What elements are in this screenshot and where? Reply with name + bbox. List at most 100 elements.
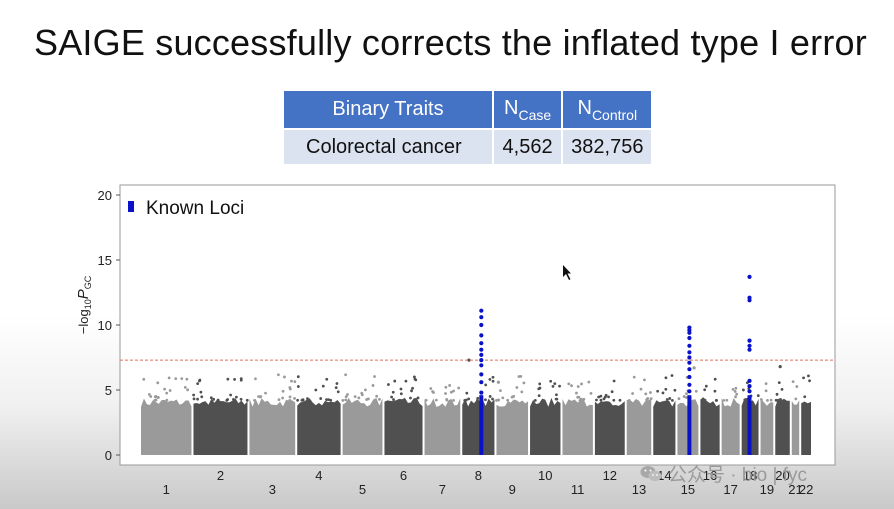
chromosome-cloud (141, 398, 192, 455)
x-tick-label: 22 (799, 482, 813, 497)
snp-point (257, 395, 260, 398)
known-locus-point (687, 382, 692, 387)
snp-point (733, 390, 737, 393)
snp-point (668, 397, 672, 400)
snp-point (156, 396, 160, 399)
snp-point (612, 398, 616, 402)
table-header-row: Binary Traits NCase NControl (284, 91, 652, 128)
snp-point (808, 379, 811, 383)
snp-point (735, 392, 739, 396)
chromosome-3 (249, 373, 297, 455)
snp-point (391, 390, 395, 394)
snp-point (538, 382, 542, 386)
header-n-control: NControl (563, 91, 652, 128)
header-label: N (577, 96, 592, 119)
snp-point (444, 392, 447, 395)
snp-point (664, 376, 668, 380)
snp-point (649, 397, 653, 401)
snp-point (192, 393, 196, 397)
snp-point (766, 398, 769, 402)
chromosome-cloud (297, 398, 341, 455)
chromosome-6 (384, 375, 423, 455)
snp-point (656, 389, 660, 393)
x-tick-label: 9 (509, 482, 516, 497)
snp-point (803, 395, 807, 399)
chromosome-2 (192, 377, 249, 455)
x-tick-label: 11 (571, 482, 585, 497)
known-locus-point (687, 343, 692, 348)
snp-point (281, 389, 285, 393)
known-locus-point (479, 315, 484, 320)
snp-point (610, 390, 614, 394)
chromosome-21 (791, 380, 800, 455)
snp-point (741, 388, 745, 392)
chromosome-8 (462, 375, 495, 455)
chromosome-cloud (424, 398, 461, 455)
snp-point (488, 395, 492, 398)
known-locus-point (479, 358, 484, 363)
known-locus-point (747, 389, 752, 394)
snp-point (644, 392, 648, 396)
chromosome-4 (296, 375, 341, 455)
snp-point (791, 380, 795, 384)
snp-point (346, 393, 349, 396)
known-locus-point (687, 350, 692, 355)
snp-point (476, 396, 480, 400)
snp-point (180, 377, 184, 381)
x-tick-label: 16 (703, 468, 717, 483)
chromosome-cloud (249, 398, 296, 455)
header-n-case: NCase (494, 91, 562, 128)
snp-point (756, 394, 760, 397)
chromosome-10 (530, 379, 561, 455)
snp-point (233, 377, 236, 381)
snp-point (416, 396, 420, 400)
x-tick-label: 3 (269, 482, 276, 497)
peak-point (467, 358, 471, 362)
x-tick-label: 15 (681, 482, 695, 497)
known-locus-point (687, 374, 692, 380)
snp-point (597, 395, 601, 399)
snp-point (153, 398, 157, 402)
chromosome-cloud (760, 397, 774, 455)
snp-point (774, 398, 778, 402)
snp-point (378, 397, 381, 401)
snp-point (661, 391, 665, 395)
snp-point (341, 398, 345, 402)
snp-point (153, 395, 157, 399)
known-locus-point (687, 389, 692, 394)
chromosome-cloud (791, 400, 800, 455)
snp-point (409, 396, 412, 400)
cell-n-control: 382,756 (563, 130, 652, 164)
snp-point (445, 398, 449, 401)
snp-point (174, 377, 178, 380)
snp-point (329, 398, 333, 402)
snp-point (499, 389, 502, 393)
snp-point (216, 398, 220, 402)
snp-point (306, 397, 309, 401)
snp-point (491, 397, 494, 401)
header-binary-traits: Binary Traits (284, 91, 492, 128)
chromosome-13 (626, 375, 653, 455)
snp-point (254, 377, 257, 381)
snp-point (576, 395, 580, 399)
snp-point (366, 397, 370, 401)
chromosome-16 (700, 377, 720, 455)
snp-point (777, 381, 781, 385)
snp-point (444, 385, 448, 389)
chromosome-cloud (462, 398, 495, 455)
snp-point (288, 386, 292, 389)
header-label: Binary Traits (332, 98, 444, 120)
known-locus-point (747, 384, 752, 389)
snp-point (607, 395, 610, 399)
known-locus-point (479, 341, 484, 346)
chromosome-7 (424, 384, 461, 455)
snp-point (725, 398, 729, 402)
snp-point (327, 398, 330, 402)
peak-point (778, 365, 782, 369)
snp-point (186, 388, 190, 392)
legend-label: Known Loci (146, 198, 244, 219)
header-subscript: Case (518, 106, 552, 123)
snp-point (156, 381, 160, 385)
snp-point (404, 379, 408, 383)
snp-point (714, 398, 718, 402)
